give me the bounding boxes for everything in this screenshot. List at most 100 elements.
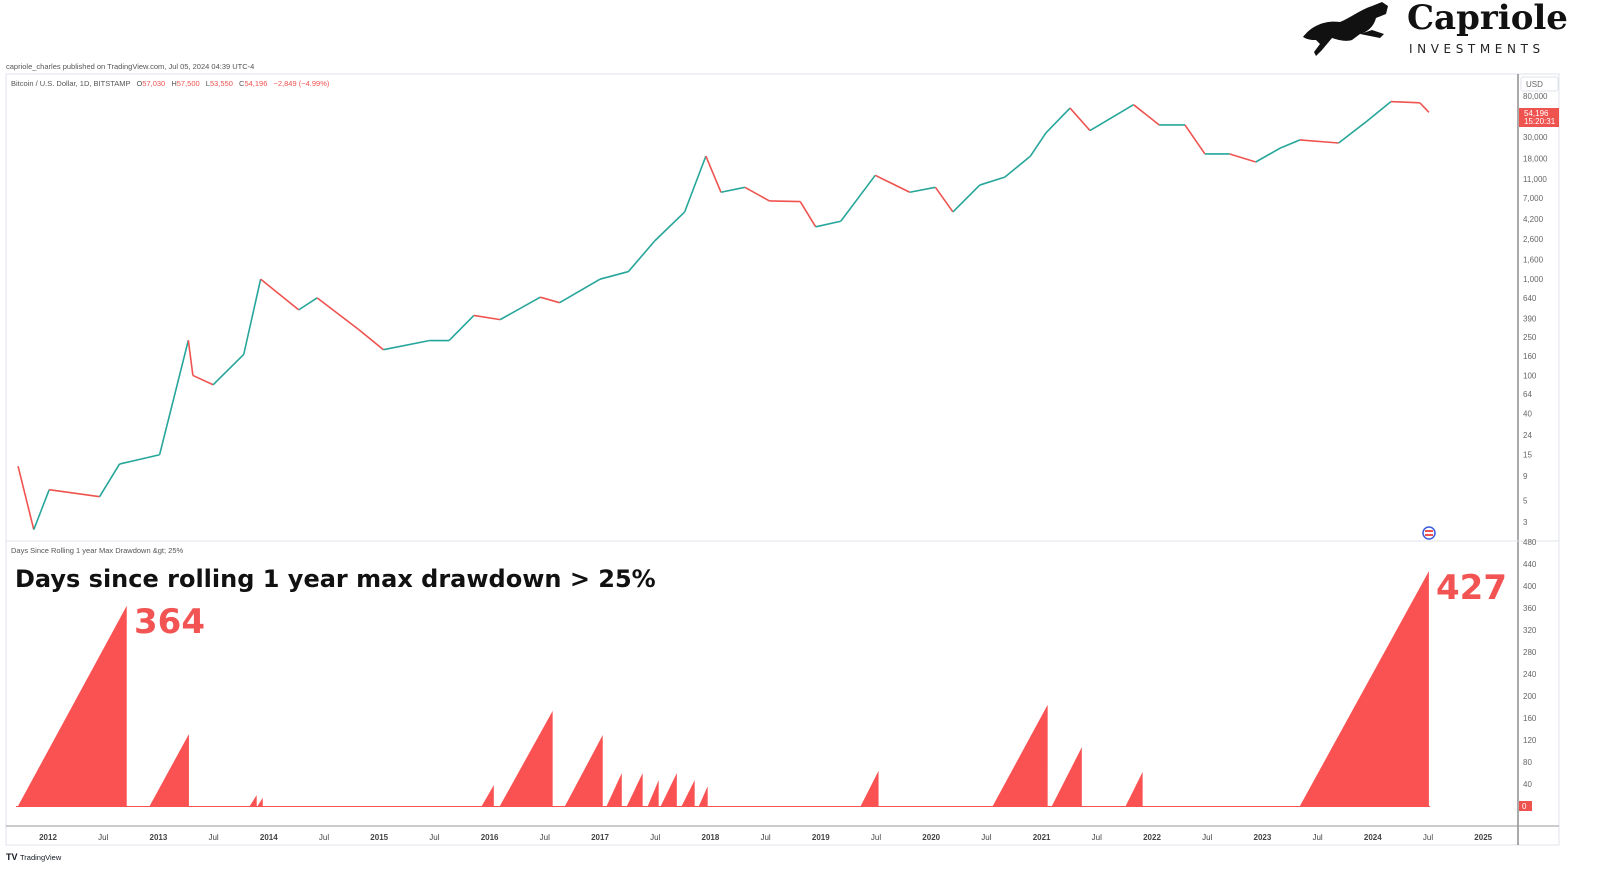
- price-segment: [1029, 132, 1047, 157]
- price-tick-label: 160: [1523, 352, 1537, 361]
- time-tick-label: Jul: [540, 833, 550, 842]
- drawdown-area: [606, 773, 622, 806]
- price-tick-label: 640: [1523, 294, 1537, 303]
- price-segment: [1069, 107, 1091, 132]
- time-tick-label: 2018: [702, 833, 720, 842]
- price-tick-label: 9: [1523, 472, 1528, 481]
- open-value: 57,030: [142, 79, 165, 88]
- indicator-legend[interactable]: Days Since Rolling 1 year Max Drawdown &…: [11, 546, 183, 555]
- price-segment: [33, 489, 50, 530]
- time-tick-label: Jul: [208, 833, 218, 842]
- high-label: H: [171, 79, 176, 88]
- indicator-tick-label: 240: [1523, 670, 1537, 679]
- high-value: 57,500: [177, 79, 200, 88]
- time-tick-label: Jul: [871, 833, 881, 842]
- open-label: O: [136, 79, 142, 88]
- price-segment: [744, 186, 770, 202]
- drawdown-area: [565, 735, 603, 806]
- drawdown-area: [647, 780, 659, 806]
- time-tick-label: 2012: [39, 833, 57, 842]
- indicator-tick-label: 200: [1523, 692, 1537, 701]
- time-tick-label: Jul: [429, 833, 439, 842]
- indicator-tick-label: 320: [1523, 626, 1537, 635]
- indicator-title: Days since rolling 1 year max drawdown >…: [15, 565, 656, 593]
- close-value: 54,196: [244, 79, 267, 88]
- indicator-tick-label: 120: [1523, 736, 1537, 745]
- price-tick-label: 1,600: [1523, 256, 1544, 265]
- price-segment: [934, 186, 954, 213]
- price-tick-label: 1,000: [1523, 275, 1544, 284]
- time-tick-label: Jul: [1423, 833, 1433, 842]
- indicator-tick-label: 40: [1523, 780, 1532, 789]
- price-tick-label: 7,000: [1523, 194, 1544, 203]
- logo-name: Capriole: [1407, 0, 1568, 38]
- price-segment: [119, 453, 160, 465]
- time-tick-label: Jul: [650, 833, 660, 842]
- price-segment: [1338, 122, 1366, 144]
- price-segment: [952, 184, 981, 213]
- bar-countdown: 15:20:31: [1524, 117, 1556, 126]
- price-segment: [1004, 155, 1031, 178]
- price-segment: [815, 220, 841, 228]
- drawdown-area: [1125, 771, 1143, 806]
- price-segment: [1279, 139, 1301, 149]
- price-tick-label: 250: [1523, 333, 1537, 342]
- price-segment: [1045, 107, 1071, 134]
- change-value: −2,849 (−4.99%): [273, 79, 329, 88]
- price-segment: [1255, 147, 1281, 163]
- indicator-tick-label: 480: [1523, 538, 1537, 547]
- drawdown-area: [860, 770, 879, 806]
- price-segment: [769, 200, 801, 203]
- price-segment: [1299, 139, 1339, 144]
- price-segment: [192, 374, 214, 386]
- low-value: 53,550: [210, 79, 233, 88]
- time-tick-label: Jul: [981, 833, 991, 842]
- time-tick-label: 2025: [1474, 833, 1492, 842]
- indicator-last-badge: [1519, 801, 1532, 811]
- published-line: capriole_charles published on TradingVie…: [6, 62, 254, 71]
- time-axis[interactable]: 2012 Jul 2013 Jul 2014 Jul 2015 Jul 2016 Jul 2017 J…: [39, 833, 1493, 842]
- price-tick-label: 390: [1523, 315, 1537, 324]
- drawdown-area: [149, 733, 189, 806]
- price-tick-label: 30,000: [1523, 133, 1548, 142]
- drawdown-area: [18, 605, 127, 806]
- price-segment: [627, 240, 656, 273]
- price-segment: [49, 488, 100, 498]
- us-flag-icon[interactable]: [1422, 526, 1436, 540]
- price-tick-label: 15: [1523, 451, 1532, 460]
- price-segment: [705, 155, 722, 193]
- time-tick-label: Jul: [319, 833, 329, 842]
- currency-button[interactable]: [1520, 76, 1559, 92]
- price-tick-label: 100: [1523, 371, 1537, 380]
- price-segment: [260, 278, 300, 311]
- footer-brand[interactable]: TradingView: [20, 853, 62, 862]
- drawdown-area: [626, 773, 643, 806]
- price-segment: [158, 340, 190, 455]
- drawdown-area: [481, 785, 494, 806]
- price-segment: [1184, 124, 1206, 155]
- time-tick-label: 2023: [1254, 833, 1272, 842]
- tradingview-logo-icon: TV: [6, 852, 18, 862]
- price-tick-label: 3: [1523, 518, 1528, 527]
- time-tick-label: 2015: [370, 833, 388, 842]
- time-tick-label: 2022: [1143, 833, 1161, 842]
- drawdown-area: [1299, 571, 1429, 806]
- price-segment: [683, 155, 707, 213]
- price-tick-label: 24: [1523, 431, 1532, 440]
- price-tick-label: 40: [1523, 410, 1532, 419]
- price-segment: [1089, 104, 1134, 132]
- price-axis[interactable]: 80,000 30,000 18,000 11,000 7,000 4,200 2,600 1…: [1523, 92, 1548, 527]
- drawdown-area: [499, 710, 553, 806]
- symbol-name: Bitcoin / U.S. Dollar, 1D, BITSTAMP: [11, 79, 130, 88]
- annotation-427: 427: [1436, 568, 1507, 608]
- price-segment: [383, 339, 430, 351]
- price-segment: [979, 176, 1006, 186]
- price-segment: [98, 463, 121, 498]
- currency-label: USD: [1526, 80, 1543, 89]
- price-segment: [242, 279, 262, 355]
- price-segment: [909, 186, 936, 194]
- symbol-legend[interactable]: Bitcoin / U.S. Dollar, 1D, BITSTAMP O57,…: [11, 79, 330, 88]
- indicator-axis[interactable]: 480 440 400 360 320 280 240 200 160 120 80 40: [1523, 538, 1537, 789]
- drawdown-area: [698, 786, 708, 806]
- price-segment: [1229, 153, 1256, 163]
